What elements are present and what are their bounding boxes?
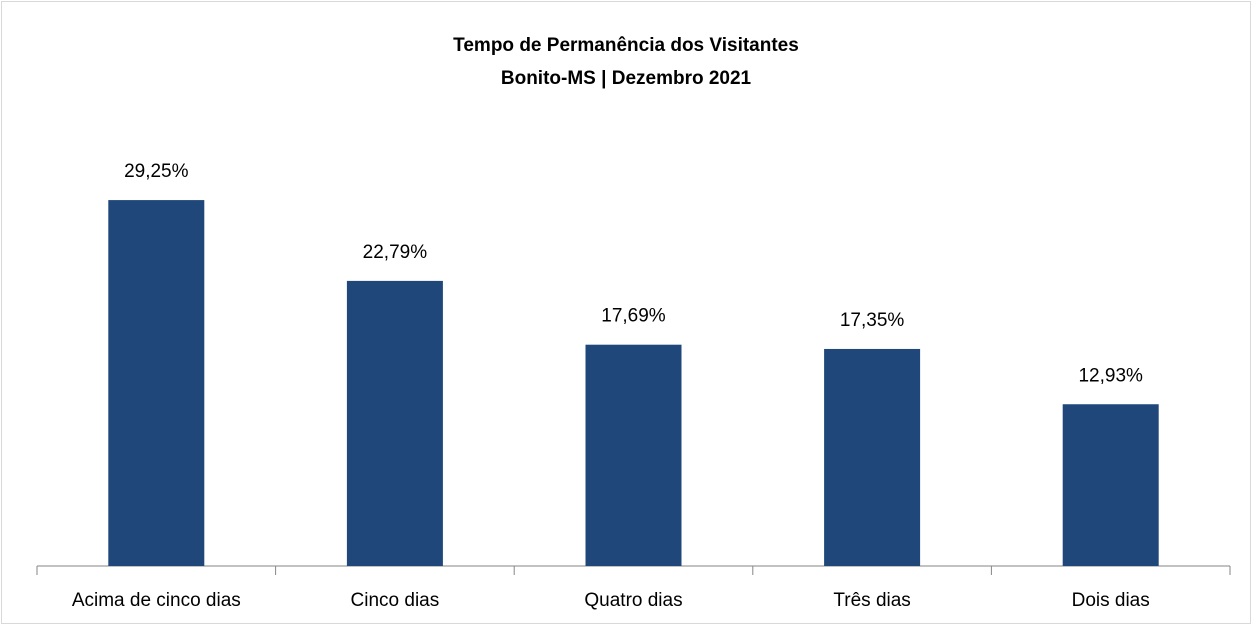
data-label: 12,93% (1078, 365, 1143, 386)
data-label: 17,35% (840, 310, 905, 331)
bar (108, 200, 205, 566)
data-label: 22,79% (363, 242, 428, 263)
x-tick-label: Dois dias (1072, 590, 1150, 611)
bar (585, 344, 682, 566)
x-tick-label: Cinco dias (351, 590, 440, 611)
data-label: 29,25% (124, 161, 189, 182)
x-tick-label: Três dias (833, 590, 910, 611)
x-tick-label: Quatro dias (584, 590, 682, 611)
bar (346, 280, 443, 566)
x-tick-label: Acima de cinco dias (72, 590, 241, 611)
chart-title: Tempo de Permanência dos Visitantes (453, 35, 799, 56)
bar (824, 348, 921, 566)
chart-subtitle: Bonito-MS | Dezembro 2021 (501, 68, 752, 89)
data-label: 17,69% (601, 306, 666, 327)
bar (1062, 404, 1159, 566)
